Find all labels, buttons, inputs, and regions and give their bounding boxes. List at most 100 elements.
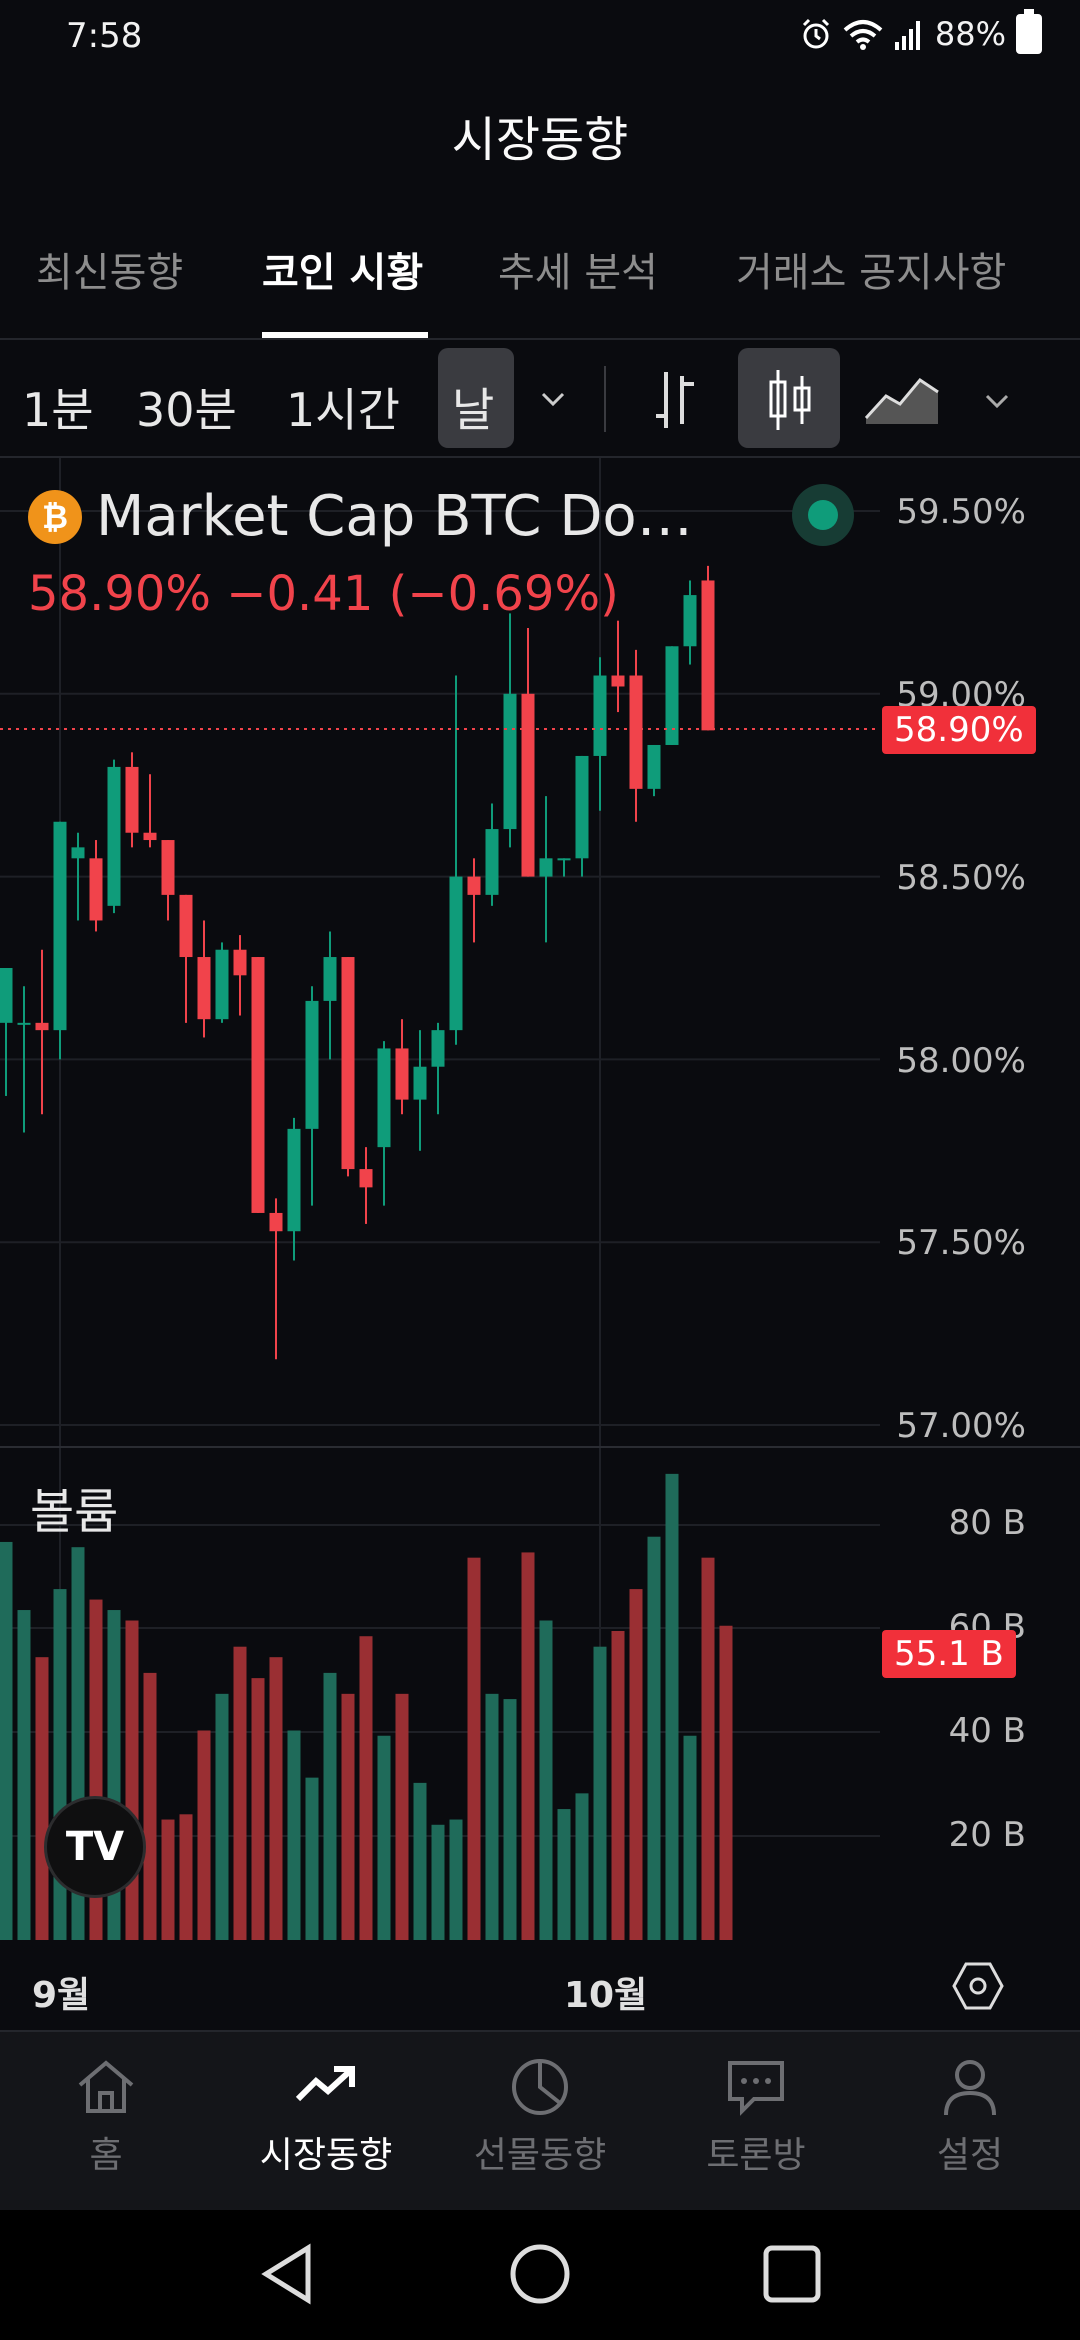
area-chart-icon[interactable] xyxy=(864,370,940,426)
signal-icon xyxy=(894,21,920,50)
bottom-navigation: 홈 시장동향 선물동향 토론방 xyxy=(0,2030,1080,2212)
candle-body xyxy=(611,675,625,687)
tab-exchange-notices[interactable]: 거래소 공지사항 xyxy=(736,250,1007,296)
last-volume-tag: 55.1 B xyxy=(882,1630,1016,1678)
candle-body xyxy=(701,580,715,731)
volume-bar xyxy=(341,1693,355,1940)
system-navigation xyxy=(0,2210,1080,2340)
volume-bar xyxy=(197,1730,211,1940)
candle-body xyxy=(467,876,481,895)
candle-body xyxy=(125,766,139,833)
candle-body xyxy=(521,693,535,877)
volume-bar xyxy=(359,1636,373,1940)
candle-body xyxy=(665,646,679,745)
volume-bar xyxy=(503,1699,517,1940)
volume-tick: 20 B xyxy=(948,1815,1026,1855)
candle-body xyxy=(17,1022,31,1025)
chevron-down-icon[interactable] xyxy=(538,384,568,414)
user-icon xyxy=(944,2060,996,2116)
candle-body xyxy=(251,957,265,1213)
timeframe-1min[interactable]: 1분 xyxy=(22,383,94,437)
volume-title: 볼륨 xyxy=(30,1484,119,1540)
volume-bar xyxy=(305,1777,319,1940)
candle-body xyxy=(485,829,499,895)
status-icons: 88% xyxy=(799,9,1042,54)
volume-bar xyxy=(701,1557,715,1940)
candle-body xyxy=(287,1128,301,1232)
volume-bar xyxy=(251,1678,265,1940)
candle-body xyxy=(593,675,607,756)
volume-bar xyxy=(395,1693,409,1940)
volume-bar xyxy=(521,1552,535,1940)
battery-percent: 88% xyxy=(934,15,1006,53)
price-change: 58.90% −0.41 (−0.69%) xyxy=(28,566,619,622)
timeframe-30min[interactable]: 30분 xyxy=(136,383,237,437)
volume-bar xyxy=(683,1735,697,1940)
volume-bar xyxy=(611,1630,625,1940)
candle-body xyxy=(53,821,67,1031)
timeframe-day[interactable]: 날 xyxy=(452,383,495,437)
recents-icon[interactable] xyxy=(760,2242,824,2306)
wifi-icon xyxy=(843,20,883,50)
symbol-header[interactable]: ₿ Market Cap BTC Do… xyxy=(28,484,693,549)
volume-tick: 40 B xyxy=(948,1711,1026,1751)
nav-futures-trends[interactable]: 선물동향 xyxy=(450,2052,630,2178)
volume-bar xyxy=(35,1657,49,1940)
timeframe-selected-highlight xyxy=(438,348,514,448)
nav-market-trends[interactable]: 시장동향 xyxy=(236,2052,416,2178)
candle-body xyxy=(629,675,643,789)
volume-bar xyxy=(467,1557,481,1940)
settings-icon[interactable] xyxy=(952,1960,1004,2012)
candle-body xyxy=(395,1048,409,1100)
candle-body xyxy=(0,968,13,1023)
volume-bar xyxy=(323,1672,337,1940)
tab-bar: 최신동향 코인 시황 추세 분석 거래소 공지사항 xyxy=(0,230,1080,340)
volume-bar xyxy=(539,1620,553,1940)
price-tick: 58.50% xyxy=(896,858,1026,898)
volume-bar xyxy=(575,1793,589,1940)
chart-toolbar: 1분 30분 1시간 날 xyxy=(0,340,1080,458)
pie-chart-icon xyxy=(512,2059,568,2115)
candle-body xyxy=(233,949,247,976)
trending-up-icon xyxy=(295,2066,355,2102)
back-icon[interactable] xyxy=(258,2242,318,2306)
alarm-icon xyxy=(802,18,829,49)
nav-label: 홈 xyxy=(89,2135,123,2176)
tab-latest[interactable]: 최신동향 xyxy=(36,250,184,296)
chart-style-selected-highlight xyxy=(738,348,840,448)
nav-discussion[interactable]: 토론방 xyxy=(666,2052,846,2178)
nav-label: 설정 xyxy=(936,2135,1004,2176)
candle-body xyxy=(197,957,211,1020)
volume-bar xyxy=(629,1589,643,1940)
volume-bar xyxy=(557,1809,571,1940)
price-tick: 59.50% xyxy=(896,492,1026,532)
volume-bar xyxy=(161,1819,175,1940)
symbol-name: Market Cap BTC Do… xyxy=(96,484,693,549)
candle-body xyxy=(557,858,571,861)
candle-body xyxy=(359,1169,373,1188)
home-circle-icon[interactable] xyxy=(508,2242,572,2306)
price-tick: 57.50% xyxy=(896,1223,1026,1263)
volume-bar xyxy=(179,1814,193,1940)
volume-bar xyxy=(269,1657,283,1940)
status-bar: 7:58 88% xyxy=(0,0,1080,80)
timeframe-1hour[interactable]: 1시간 xyxy=(286,383,400,437)
chevron-down-icon[interactable] xyxy=(982,386,1012,416)
tab-coin-market[interactable]: 코인 시황 xyxy=(262,250,424,296)
tab-trend-analysis[interactable]: 추세 분석 xyxy=(498,250,658,296)
volume-bar xyxy=(233,1646,247,1940)
candlestick-icon[interactable] xyxy=(762,368,818,432)
x-axis-label: 9월 xyxy=(32,1975,91,2016)
nav-label: 선물동향 xyxy=(473,2135,607,2176)
candle-body xyxy=(377,1048,391,1148)
volume-bar xyxy=(593,1646,607,1940)
bar-chart-icon[interactable] xyxy=(650,368,700,432)
nav-home[interactable]: 홈 xyxy=(16,2052,196,2178)
tradingview-logo[interactable]: TV xyxy=(44,1796,146,1898)
nav-settings[interactable]: 설정 xyxy=(880,2052,1060,2178)
candle-body xyxy=(683,595,697,647)
candle-body xyxy=(71,847,85,859)
battery-icon xyxy=(1016,9,1042,54)
price-tick: 57.00% xyxy=(896,1406,1026,1446)
price-chart[interactable] xyxy=(0,458,1080,1968)
